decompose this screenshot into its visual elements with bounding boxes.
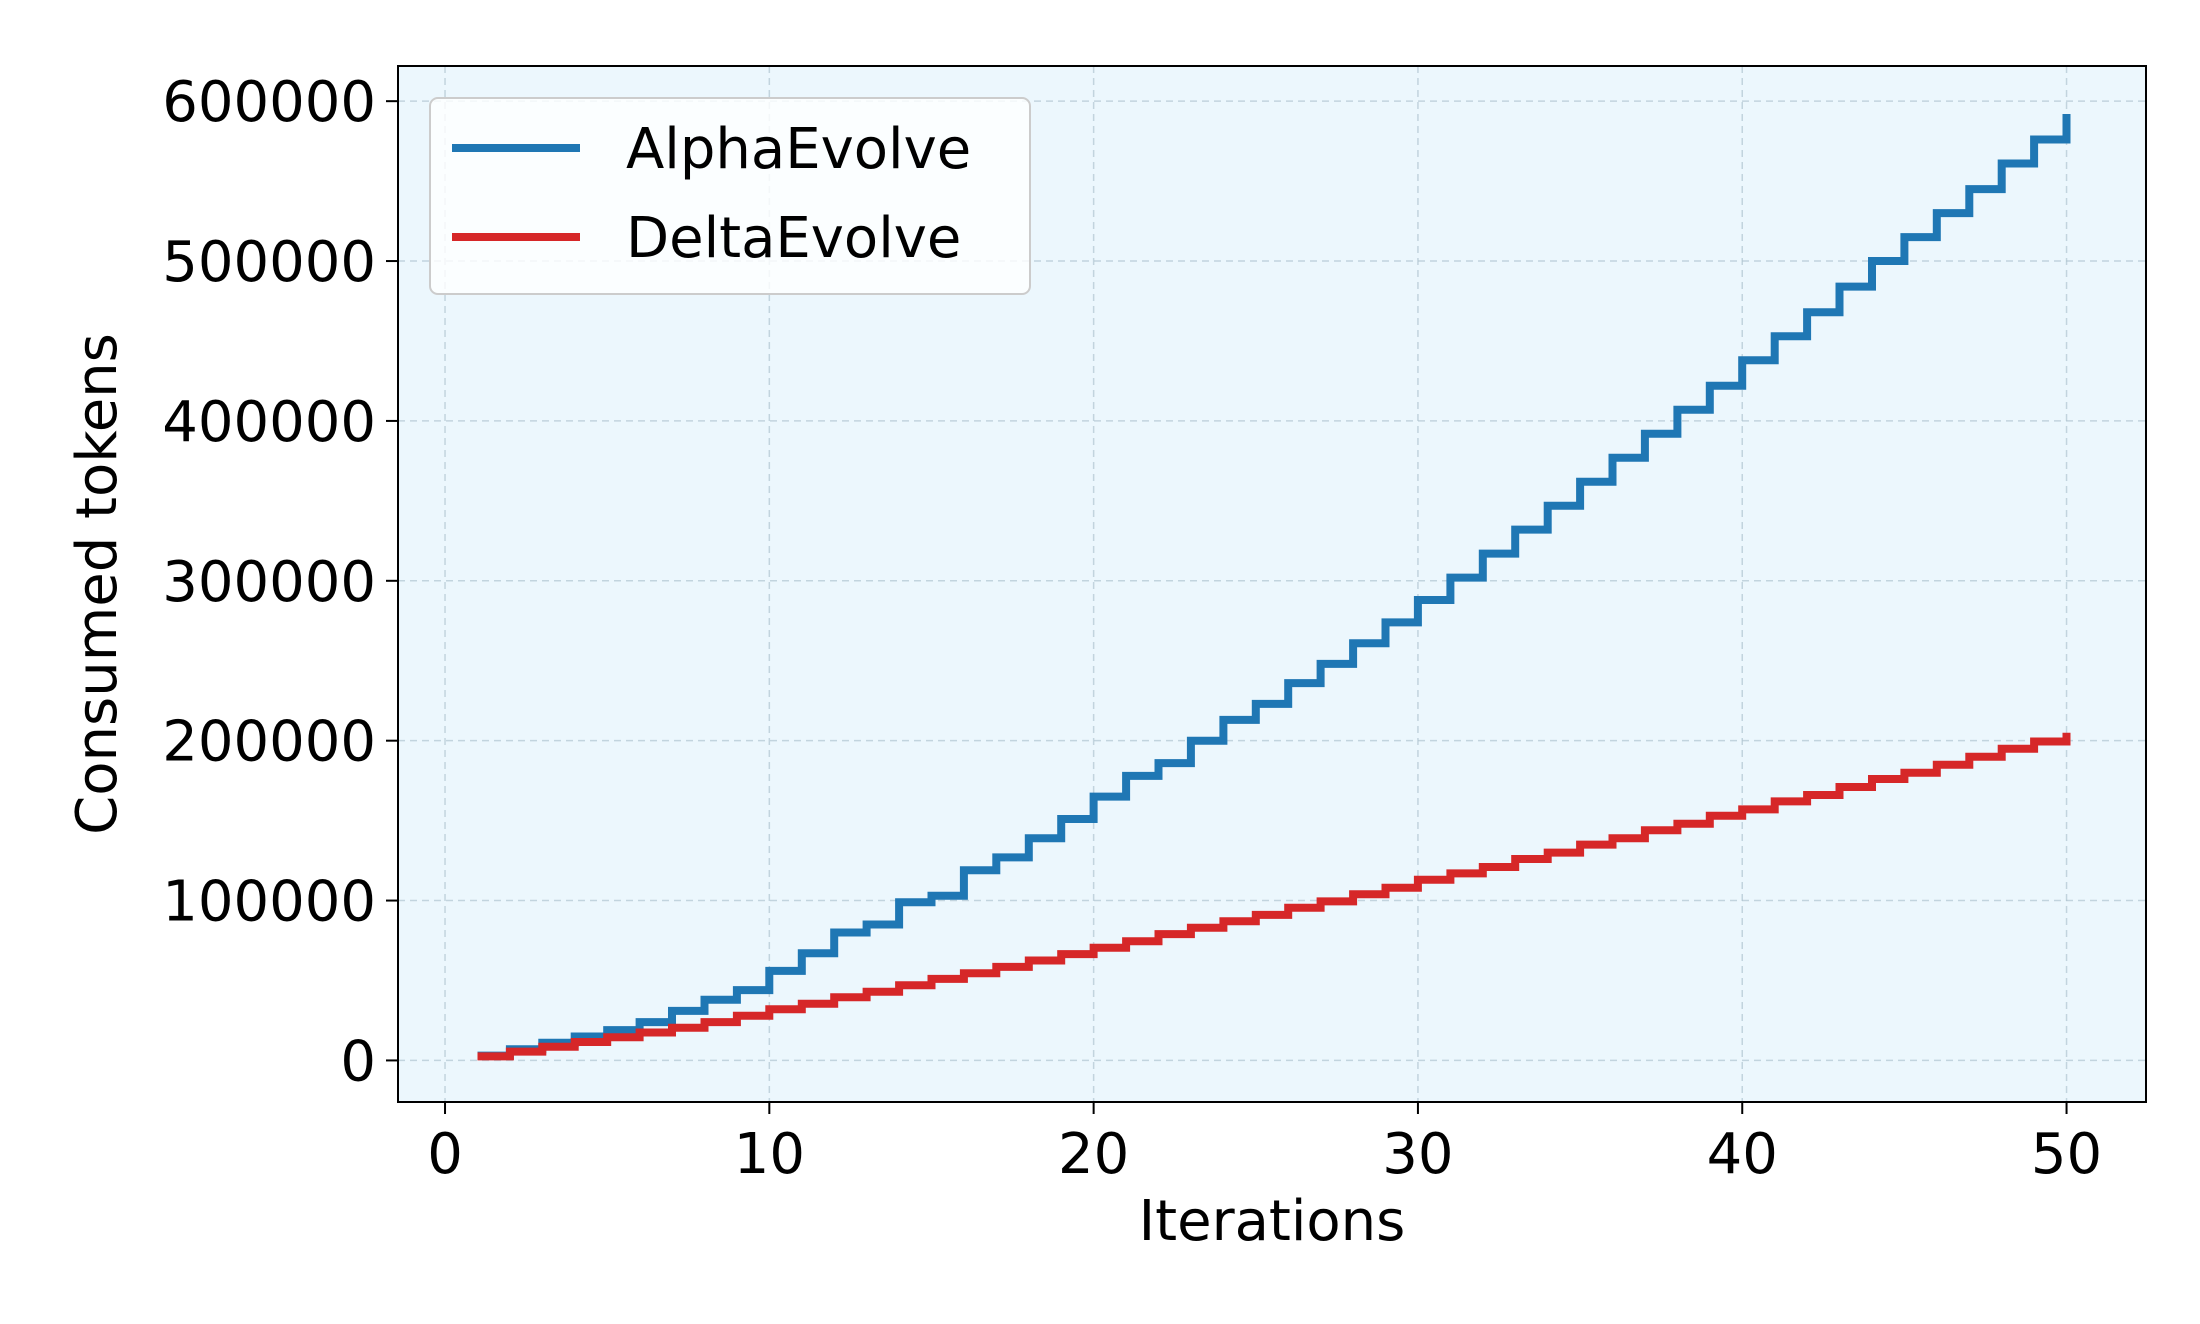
x-tick-label: 20 [1058,1122,1129,1187]
legend-label-alphaevolve: AlphaEvolve [626,117,971,182]
plot-frame [397,65,2147,1103]
y-tick-label: 200000 [162,710,376,775]
x-tick-label: 40 [1707,1122,1778,1187]
y-axis-label: Consumed tokens [65,333,130,835]
legend: AlphaEvolve DeltaEvolve [429,97,1031,295]
y-tick-label: 100000 [162,870,376,935]
series-line-deltaevolve [477,732,2071,1061]
x-tick-label: 30 [1382,1122,1453,1187]
y-tick-label: 600000 [162,70,376,135]
series-line-alphaevolve [477,114,2071,1060]
series-lines [477,114,2071,1061]
legend-label-deltaevolve: DeltaEvolve [626,206,961,271]
x-tick-label: 10 [734,1122,805,1187]
x-tick-label: 0 [427,1122,463,1187]
y-tick-label: 400000 [162,390,376,455]
y-tick-label: 500000 [162,230,376,295]
y-tick-label: 0 [340,1029,376,1094]
x-tick-label: 50 [2031,1122,2102,1187]
x-axis-label: Iterations [1139,1189,1406,1254]
axis-ticks: 0 10 20 30 40 50 0 100000 200000 300000 400000 5000… [162,70,2102,1187]
y-tick-label: 300000 [162,550,376,615]
